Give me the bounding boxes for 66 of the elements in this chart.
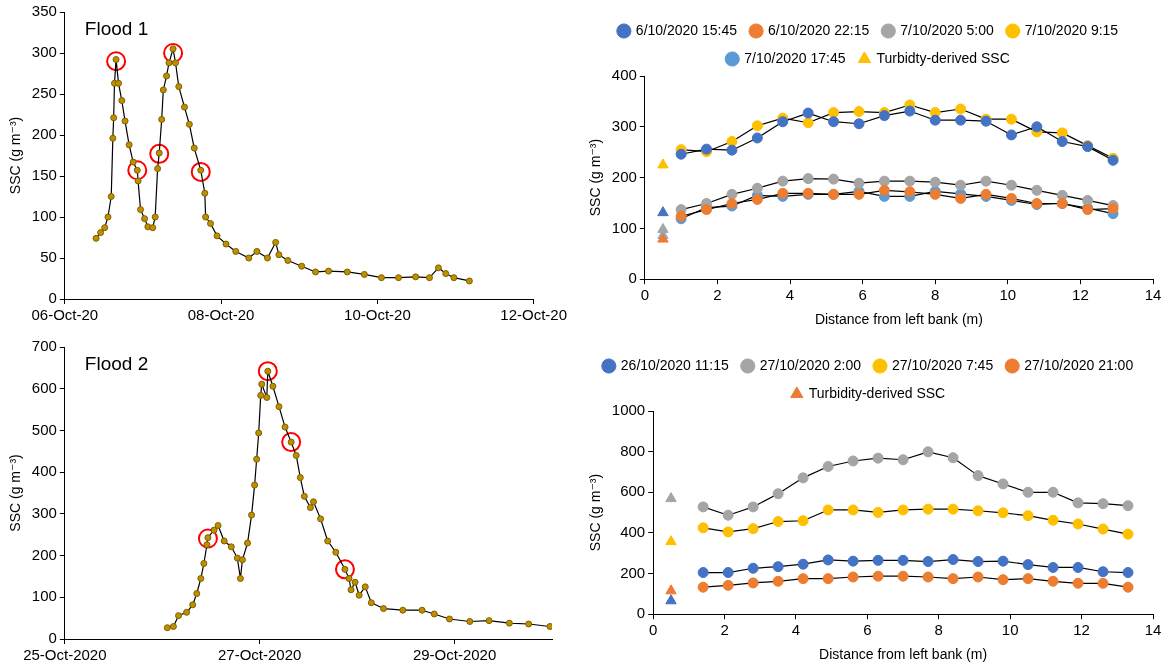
annotation: Flood 2 — [84, 352, 149, 374]
y-tick-label: 400 — [611, 66, 637, 84]
y-tick-label: 0 — [636, 604, 646, 622]
x-tick-label: 29-Oct-2020 — [412, 646, 497, 664]
legend-label: 7/10/2020 9:15 — [1024, 21, 1119, 38]
x-tick-label: 10 — [1001, 621, 1019, 639]
y-tick-label: 400 — [31, 462, 57, 480]
x-axis-title: Distance from left bank (m) — [819, 646, 988, 663]
y-tick-label: 600 — [620, 482, 646, 500]
legend-label: 6/10/2020 15:45 — [635, 21, 738, 38]
x-tick-label: 8 — [931, 286, 940, 304]
legend-label: 27/10/2020 7:45 — [891, 356, 994, 373]
y-tick-label: 300 — [31, 43, 57, 61]
x-axis-title: Distance from left bank (m) — [814, 311, 983, 328]
y-tick-label: 250 — [31, 84, 57, 102]
y-tick-label: 800 — [620, 441, 646, 459]
legend-label: Turbidty-derived SSC — [876, 49, 1010, 66]
y-tick-label: 700 — [31, 337, 57, 355]
y-tick-label: 300 — [31, 504, 57, 521]
x-tick-label: 4 — [791, 621, 801, 639]
legend-label: Turbidity-derived SSC — [808, 384, 946, 401]
legend-label: 7/10/2020 5:00 — [900, 21, 994, 38]
y-tick-label: 50 — [40, 248, 57, 266]
legend-label: 27/10/2020 2:00 — [759, 356, 862, 373]
y-tick-label: 1000 — [611, 401, 646, 419]
x-tick-label: 6 — [863, 621, 872, 639]
legend-label: 26/10/2020 11:15 — [620, 356, 729, 373]
y-axis-title: SSC (g m⁻³) — [587, 473, 604, 552]
y-tick-label: 300 — [611, 116, 637, 134]
y-tick-label: 100 — [31, 587, 57, 605]
x-tick-label: 4 — [785, 286, 795, 304]
y-tick-label: 0 — [628, 269, 637, 287]
y-tick-label: 500 — [31, 420, 57, 438]
x-tick-label: 27-Oct-2020 — [218, 646, 302, 664]
x-tick-label: 14 — [1144, 621, 1162, 639]
y-tick-label: 100 — [31, 207, 57, 225]
y-tick-label: 150 — [31, 166, 57, 184]
x-tick-label: 2 — [713, 286, 722, 304]
x-tick-label: 06-Oct-20 — [31, 306, 99, 324]
x-tick-label: 10 — [999, 286, 1017, 304]
x-tick-label: 14 — [1144, 286, 1162, 304]
x-tick-label: 2 — [720, 621, 729, 639]
y-tick-label: 200 — [611, 167, 637, 185]
legend-label: 6/10/2020 22:15 — [768, 21, 870, 38]
y-axis-title: SSC (g m⁻³) — [587, 138, 604, 217]
x-tick-label: 8 — [934, 621, 943, 639]
x-tick-label: 10-Oct-20 — [344, 306, 411, 324]
y-axis-title: SSC (g m⁻³) — [7, 116, 24, 195]
y-tick-label: 200 — [620, 563, 646, 581]
y-tick-label: 100 — [611, 218, 637, 236]
y-tick-label: 600 — [31, 378, 57, 396]
x-tick-label: 6 — [858, 286, 867, 304]
y-tick-label: 200 — [31, 545, 57, 563]
y-tick-label: 200 — [31, 125, 57, 143]
y-tick-label: 400 — [620, 523, 646, 541]
x-tick-label: 08-Oct-20 — [187, 306, 255, 324]
annotation: Flood 1 — [84, 17, 149, 39]
x-tick-label: 12-Oct-20 — [500, 306, 567, 324]
y-axis-title: SSC (g m⁻³) — [7, 454, 24, 532]
y-tick-label: 350 — [31, 2, 57, 20]
x-tick-label: 25-Oct-2020 — [23, 646, 107, 664]
x-tick-label: 0 — [649, 621, 658, 639]
legend-label: 7/10/2020 17:45 — [744, 49, 846, 66]
x-tick-label: 12 — [1073, 621, 1090, 639]
legend-label: 27/10/2020 21:00 — [1024, 356, 1134, 373]
x-tick-label: 12 — [1072, 286, 1089, 304]
